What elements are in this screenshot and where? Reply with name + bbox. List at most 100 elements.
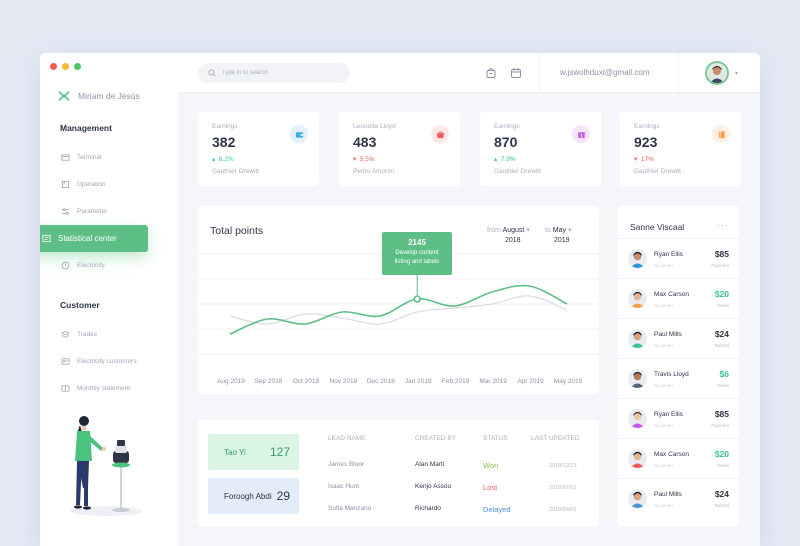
logo-icon: [59, 91, 69, 101]
close-window-button[interactable]: [50, 63, 57, 70]
transaction-amount: $24: [714, 329, 729, 339]
x-tick-label: Mar 2019: [479, 378, 507, 385]
date-to-selector[interactable]: to May ▾ 2019: [545, 227, 572, 244]
x-tick-label: Aug 2019: [217, 378, 245, 385]
nav-item-parameter[interactable]: Parameter: [61, 207, 107, 216]
avatar: [628, 489, 647, 508]
divider: [678, 53, 679, 93]
chart-title: Total points: [210, 225, 264, 237]
avatar: [628, 289, 647, 308]
leader-card[interactable]: Tao Yi 127: [208, 434, 299, 470]
column-header-lead-name[interactable]: LEAD NAME: [328, 435, 366, 442]
transaction-row[interactable]: Ryan Ellis Ss Leven $85 Payment: [618, 238, 739, 278]
stat-card[interactable]: Earnings 382 ▴ 6.2% Gauthier Drewitt: [198, 112, 319, 186]
person-name: Max Carson: [654, 451, 690, 458]
x-tick-label: Jan 2019: [405, 378, 432, 385]
nav-label: Electricity customers: [77, 358, 137, 365]
stat-label: Leonetta Lloyd: [353, 123, 396, 130]
created-by-cell: Richardo: [415, 505, 442, 512]
stat-change: ▴ 7.9%: [494, 156, 516, 163]
last-updated-cell: 2018/12/23: [549, 463, 577, 469]
x-tick-label: Feb 2019: [442, 378, 470, 385]
leader-name: Foroogh Abdi: [224, 491, 272, 501]
x-tick-label: Dec 2018: [367, 378, 395, 385]
maximize-window-button[interactable]: [74, 63, 81, 70]
transaction-type: Gkeul: [717, 463, 729, 468]
transaction-amount: $20: [714, 289, 729, 299]
status-cell: Won: [483, 461, 499, 470]
transaction-row[interactable]: Travis Lloyd Ss Leven $6 Gkeul: [618, 358, 739, 398]
person-name: Ryan Ellis: [654, 411, 683, 418]
transaction-type: Gkeul: [717, 383, 729, 388]
transaction-row[interactable]: Max Carson Ss Leven $20 Gkeul: [618, 438, 739, 478]
search-box[interactable]: [198, 63, 350, 83]
column-header-status[interactable]: STATUS: [483, 435, 508, 442]
transaction-row[interactable]: Max Carson Ss Leven $20 Gkeul: [618, 278, 739, 318]
chevron-down-icon[interactable]: ▾: [735, 71, 739, 77]
brand[interactable]: Miriam de Jesús: [58, 90, 140, 102]
nav-item-electricity-customers[interactable]: Electricity customers: [61, 357, 137, 366]
transaction-amount: $85: [714, 249, 729, 259]
electricity-icon: [61, 261, 70, 270]
sidebar: Miriam de Jesús Management Terminal Oper…: [40, 53, 178, 546]
date-from-selector[interactable]: from August ▾ 2018: [487, 227, 530, 244]
nav-label: Trades: [77, 331, 97, 338]
woman-with-charger-illustration: [70, 416, 142, 516]
gift-icon: [572, 125, 590, 143]
person-name: Ryan Ellis: [654, 251, 683, 258]
series-line-secondary[interactable]: [229, 295, 568, 325]
series-line-primary[interactable]: [229, 284, 568, 335]
stat-value: 483: [353, 134, 377, 150]
search-input[interactable]: [222, 70, 332, 76]
transaction-type: Payment: [711, 263, 729, 268]
bag-icon[interactable]: [485, 67, 497, 79]
transaction-row[interactable]: Ryan Ellis Ss Leven $85 Payment: [618, 398, 739, 438]
nav-item-statistical-center[interactable]: Statistical center: [40, 225, 148, 252]
nav-item-terminal[interactable]: Terminal: [61, 153, 102, 162]
transaction-amount: $24: [714, 489, 729, 499]
person-name: Travis Lloyd: [654, 371, 689, 378]
leader-value: 127: [269, 445, 290, 459]
leader-name: Tao Yi: [224, 447, 246, 457]
tooltip-text: Develop content: [395, 250, 439, 256]
x-tick-label: Oct 2018: [293, 378, 320, 385]
nav-item-electricity[interactable]: Electricity: [61, 261, 105, 270]
leader-value: 29: [276, 489, 290, 503]
user-email[interactable]: w.jswolhduxt@gmail.com: [560, 68, 650, 77]
highlight-point[interactable]: [413, 295, 422, 303]
panel-title: Sanne Viscaal: [630, 222, 685, 232]
section-title-customer: Customer: [60, 300, 100, 310]
calendar-icon[interactable]: [510, 67, 522, 79]
stat-person: Gauthier Drewitt: [494, 168, 541, 175]
stat-card[interactable]: Earnings 870 ▴ 7.9% Gauthier Drewitt: [480, 112, 601, 186]
stat-label: Earnings: [634, 123, 660, 130]
user-avatar[interactable]: [705, 61, 729, 85]
avatar: [628, 409, 647, 428]
section-title-management: Management: [60, 123, 112, 133]
minimize-window-button[interactable]: [62, 63, 69, 70]
app-window: Miriam de Jesús Management Terminal Oper…: [40, 53, 760, 546]
lead-name-cell: Sofia Manzano: [328, 505, 372, 512]
avatar: [628, 249, 647, 268]
column-header-created-by[interactable]: CREATED BY: [415, 435, 457, 442]
avatar: [628, 329, 647, 348]
stat-card[interactable]: Earnings 923 ▾ 17% Gauthier Drewitt: [620, 112, 741, 186]
nav-item-trades[interactable]: Trades: [61, 330, 97, 339]
transaction-type: Payment: [711, 423, 729, 428]
column-header-last-updated[interactable]: LAST UPDATED: [531, 435, 580, 442]
basket-icon: [431, 125, 449, 143]
stat-card[interactable]: Leonetta Lloyd 483 ▾ 5.5% Pedro Amorim: [339, 112, 460, 186]
nav-item-operation[interactable]: Operation: [61, 180, 106, 189]
more-options-icon[interactable]: ···: [717, 220, 729, 230]
stat-label: Earnings: [494, 123, 520, 130]
transaction-row[interactable]: Paul Mills Ss Leven $24 Refund: [618, 318, 739, 358]
divider: [539, 53, 540, 93]
leader-card[interactable]: Foroogh Abdi 29: [208, 478, 299, 514]
transaction-amount: $85: [714, 409, 729, 419]
stat-change: ▾ 5.5%: [353, 156, 375, 163]
stat-change: ▴ 6.2%: [212, 156, 234, 163]
transaction-row[interactable]: Paul Mills Ss Leven $24 Refund: [618, 478, 739, 518]
nav-item-monthly-statement[interactable]: Monthly statement: [61, 384, 130, 393]
stat-value: 923: [634, 134, 658, 150]
x-tick-label: Apr 2019: [517, 378, 544, 385]
